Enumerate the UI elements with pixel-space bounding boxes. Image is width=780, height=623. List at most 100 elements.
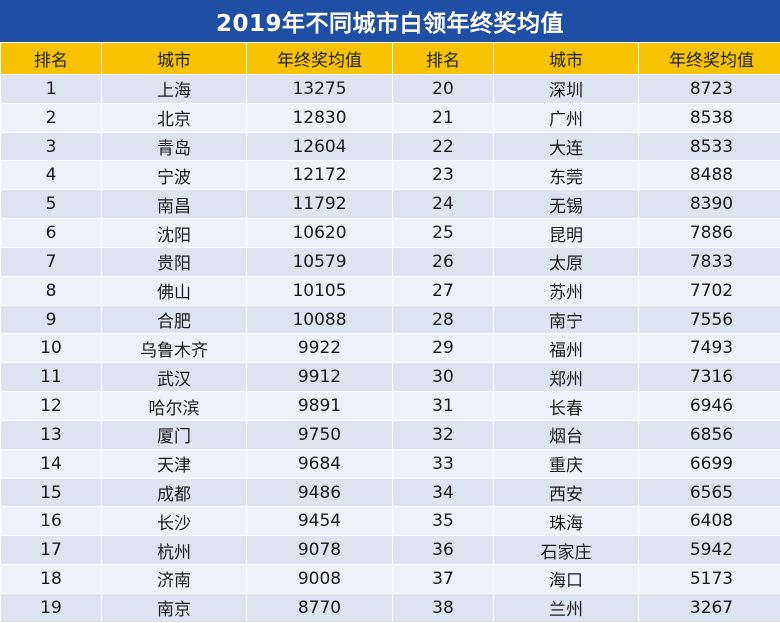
value-cell: 10105 [246, 275, 393, 306]
city-cell: 昆明 [493, 218, 639, 248]
value-cell: 8770 [246, 592, 393, 623]
table-row: 5 南昌 11792 24 无锡 8390 [0, 189, 780, 220]
city-cell: 杭州 [101, 535, 247, 566]
city-cell: 上海 [101, 74, 247, 104]
value-cell: 7833 [638, 246, 780, 277]
rank-cell: 24 [392, 189, 494, 220]
rank-cell: 1 [0, 74, 102, 104]
value-cell: 7493 [638, 333, 780, 364]
city-cell: 长沙 [101, 506, 247, 537]
city-cell: 南昌 [101, 189, 247, 220]
rank-cell: 8 [0, 275, 102, 306]
rank-cell: 20 [392, 74, 494, 104]
value-cell: 9684 [246, 448, 393, 479]
table-row: 14 天津 9684 33 重庆 6699 [0, 448, 780, 479]
value-cell: 6699 [638, 448, 780, 479]
table-body: 1 上海 13275 20 深圳 8723 2 北京 12830 21 广州 8538 3 青岛 12604… [0, 74, 780, 623]
value-cell: 6946 [638, 391, 780, 421]
table-row: 7 贵阳 10579 26 太原 7833 [0, 246, 780, 277]
value-cell: 10620 [246, 218, 393, 248]
value-cell: 9486 [246, 477, 393, 508]
value-cell: 3267 [638, 592, 780, 623]
city-cell: 郑州 [493, 362, 639, 393]
table-row: 17 杭州 9078 36 石家庄 5942 [0, 535, 780, 566]
table-row: 6 沈阳 10620 25 昆明 7886 [0, 218, 780, 248]
city-cell: 济南 [101, 564, 247, 594]
rank-cell: 2 [0, 102, 102, 133]
value-cell: 8723 [638, 74, 780, 104]
table-row: 10 乌鲁木齐 9922 29 福州 7493 [0, 333, 780, 364]
rank-cell: 16 [0, 506, 102, 537]
table-row: 8 佛山 10105 27 苏州 7702 [0, 275, 780, 306]
table-row: 12 哈尔滨 9891 31 长春 6946 [0, 391, 780, 421]
table-row: 11 武汉 9912 30 郑州 7316 [0, 362, 780, 393]
rank-cell: 14 [0, 448, 102, 479]
rank-cell: 9 [0, 304, 102, 335]
table-row: 1 上海 13275 20 深圳 8723 [0, 74, 780, 104]
value-cell: 12830 [246, 102, 393, 133]
table-row: 16 长沙 9454 35 珠海 6408 [0, 506, 780, 537]
column-header-value-right: 年终奖均值 [638, 42, 780, 75]
city-cell: 海口 [493, 564, 639, 594]
city-cell: 重庆 [493, 448, 639, 479]
chart-title: 2019年不同城市白领年终奖均值 [0, 0, 780, 42]
city-cell: 广州 [493, 102, 639, 133]
city-cell: 青岛 [101, 131, 247, 162]
city-cell: 佛山 [101, 275, 247, 306]
column-header-rank-left: 排名 [0, 42, 102, 75]
rank-cell: 36 [392, 535, 494, 566]
table-row: 18 济南 9008 37 海口 5173 [0, 564, 780, 594]
value-cell: 9008 [246, 564, 393, 594]
rank-cell: 10 [0, 333, 102, 364]
rank-cell: 35 [392, 506, 494, 537]
value-cell: 9922 [246, 333, 393, 364]
value-cell: 9078 [246, 535, 393, 566]
city-cell: 南京 [101, 592, 247, 623]
table-row: 19 南京 8770 38 兰州 3267 [0, 592, 780, 623]
rank-cell: 23 [392, 160, 494, 191]
city-cell: 北京 [101, 102, 247, 133]
table-row: 2 北京 12830 21 广州 8538 [0, 102, 780, 133]
value-cell: 9454 [246, 506, 393, 537]
column-header-city-left: 城市 [101, 42, 247, 75]
rank-cell: 6 [0, 218, 102, 248]
rank-cell: 4 [0, 160, 102, 191]
value-cell: 7886 [638, 218, 780, 248]
rank-cell: 19 [0, 592, 102, 623]
city-cell: 宁波 [101, 160, 247, 191]
rank-cell: 37 [392, 564, 494, 594]
value-cell: 7702 [638, 275, 780, 306]
value-cell: 10579 [246, 246, 393, 277]
rank-cell: 29 [392, 333, 494, 364]
value-cell: 6856 [638, 419, 780, 450]
city-cell: 福州 [493, 333, 639, 364]
rank-cell: 15 [0, 477, 102, 508]
city-cell: 长春 [493, 391, 639, 421]
rank-cell: 11 [0, 362, 102, 393]
city-cell: 烟台 [493, 419, 639, 450]
city-cell: 无锡 [493, 189, 639, 220]
city-cell: 深圳 [493, 74, 639, 104]
table-row: 9 合肥 10088 28 南宁 7556 [0, 304, 780, 335]
ranking-table: 排名 城市 年终奖均值 排名 城市 年终奖均值 1 上海 13275 20 深圳 8723… [0, 42, 780, 623]
column-header-rank-right: 排名 [392, 42, 494, 75]
rank-cell: 32 [392, 419, 494, 450]
rank-cell: 13 [0, 419, 102, 450]
value-cell: 5942 [638, 535, 780, 566]
rank-cell: 26 [392, 246, 494, 277]
city-cell: 武汉 [101, 362, 247, 393]
value-cell: 8488 [638, 160, 780, 191]
column-header-city-right: 城市 [493, 42, 639, 75]
city-cell: 珠海 [493, 506, 639, 537]
rank-cell: 3 [0, 131, 102, 162]
city-cell: 大连 [493, 131, 639, 162]
value-cell: 12604 [246, 131, 393, 162]
rank-cell: 5 [0, 189, 102, 220]
rank-cell: 21 [392, 102, 494, 133]
value-cell: 9912 [246, 362, 393, 393]
city-cell: 哈尔滨 [101, 391, 247, 421]
city-cell: 天津 [101, 448, 247, 479]
city-cell: 沈阳 [101, 218, 247, 248]
value-cell: 9891 [246, 391, 393, 421]
